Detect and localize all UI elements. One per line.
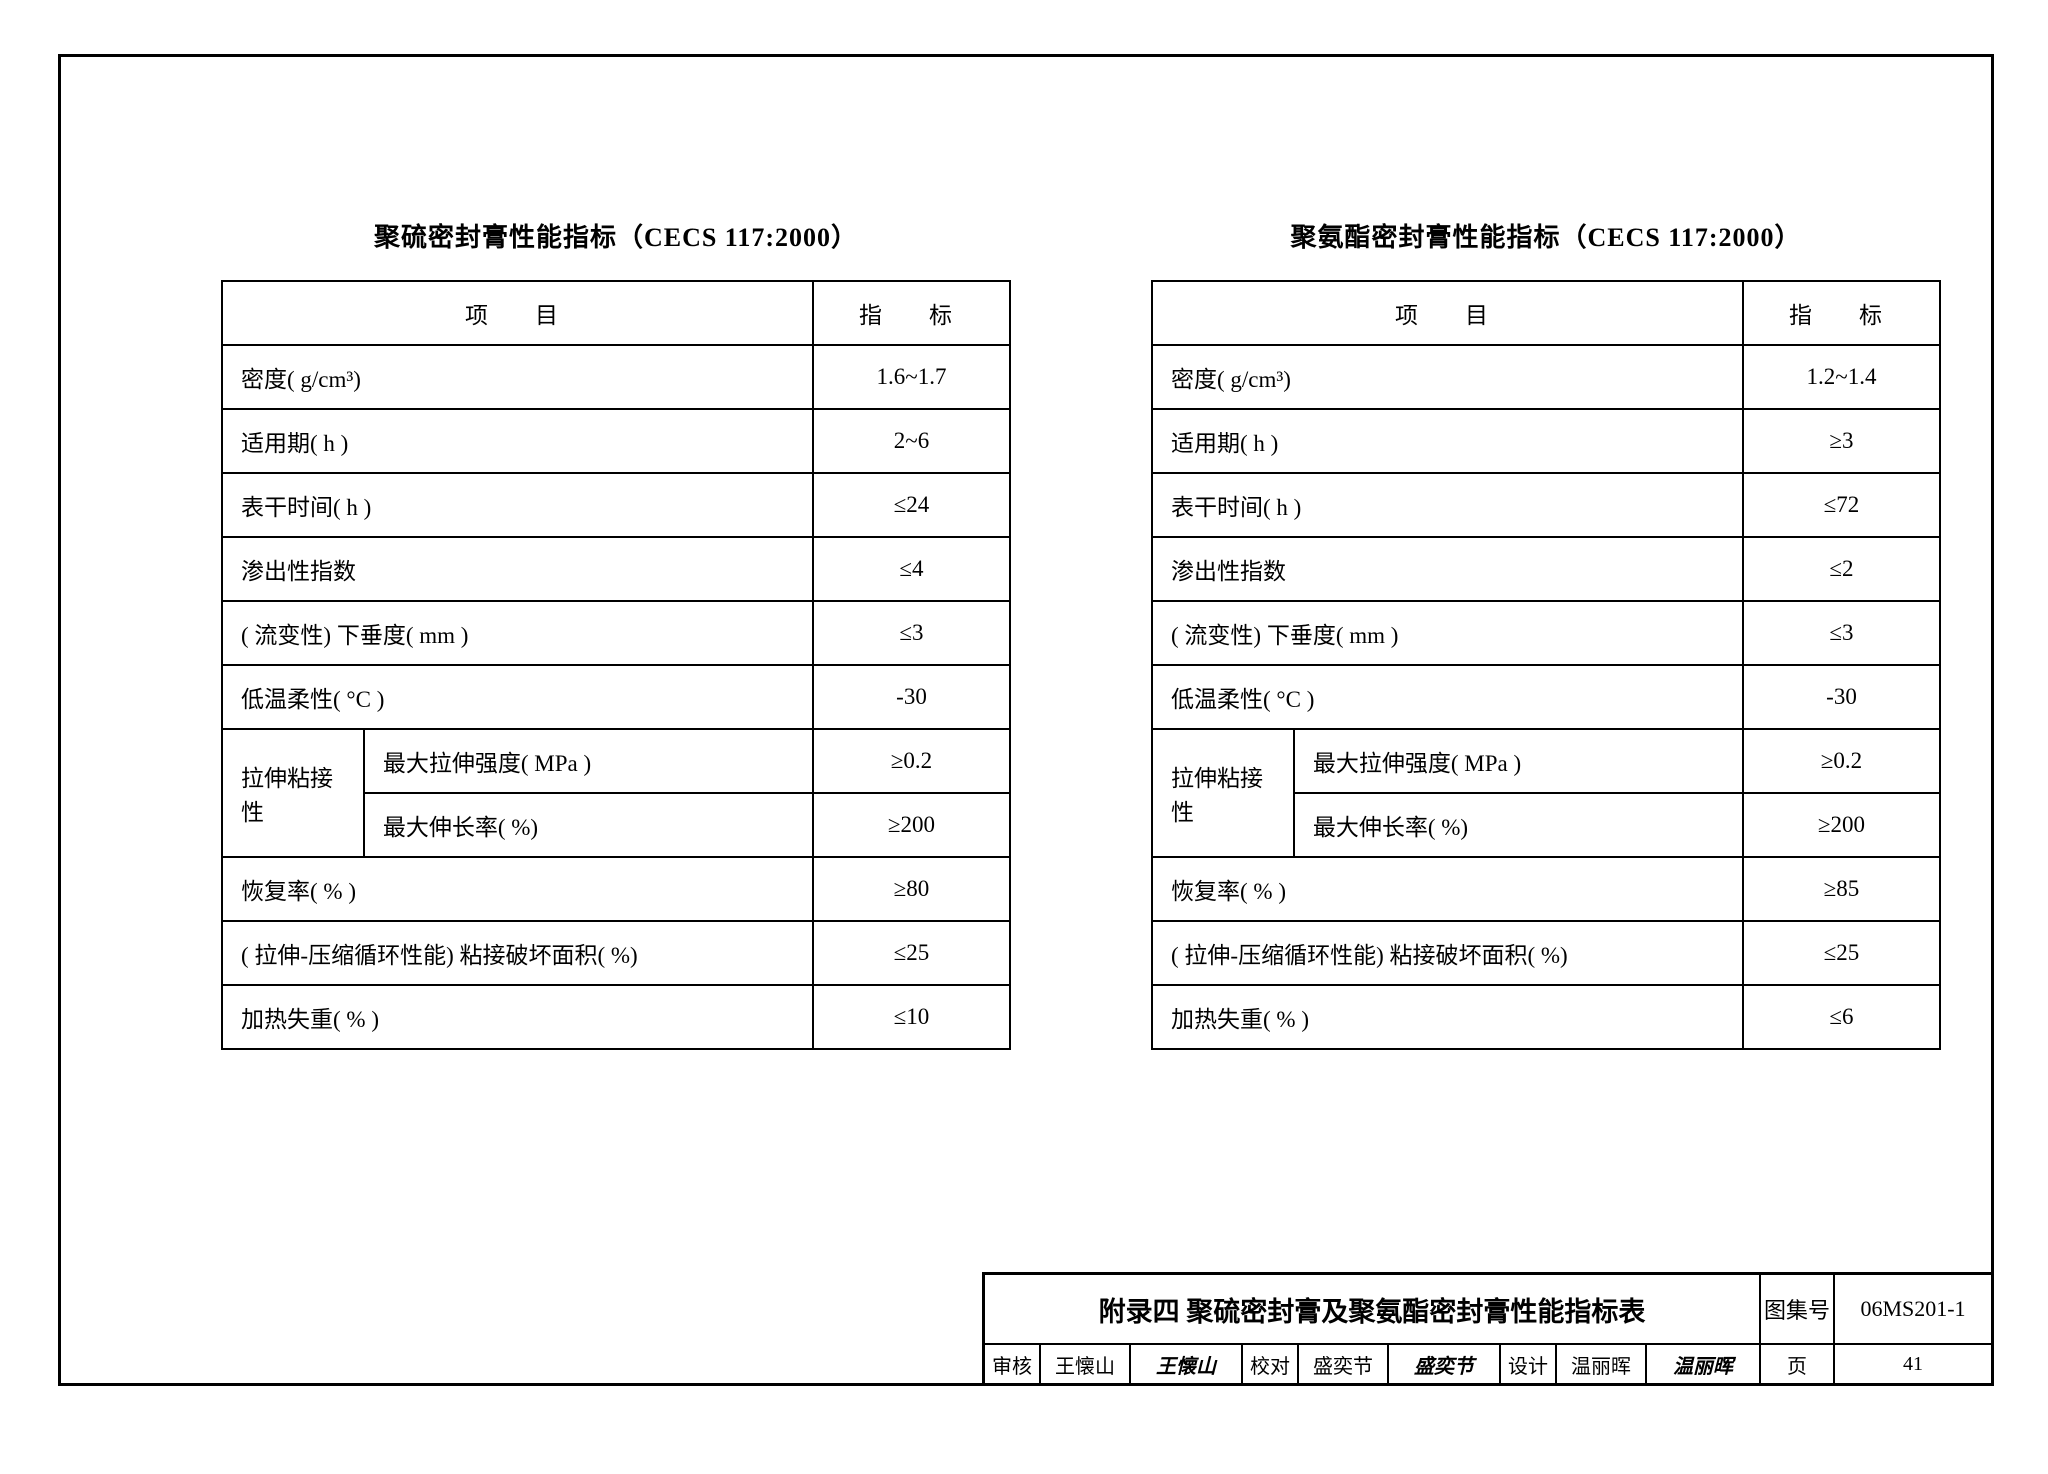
table-row: 恢复率( % )≥85 [1152, 857, 1940, 921]
table-row: 适用期( h )2~6 [222, 409, 1010, 473]
table-row: 表干时间( h )≤72 [1152, 473, 1940, 537]
left-table-title: 聚硫密封膏性能指标（CECS 117:2000） [221, 217, 1011, 254]
table-row: 适用期( h )≥3 [1152, 409, 1940, 473]
right-table-block: 聚氨酯密封膏性能指标（CECS 117:2000） 项 目 指 标 密度( g/… [1151, 217, 1941, 1050]
header-item: 项 目 [222, 281, 813, 345]
drawing-no: 06MS201-1 [1835, 1275, 1991, 1343]
table-row: 渗出性指数≤2 [1152, 537, 1940, 601]
table-row: 恢复率( % )≥80 [222, 857, 1010, 921]
header-item: 项 目 [1152, 281, 1743, 345]
check-label: 校对 [1243, 1345, 1299, 1383]
drawing-no-label: 图集号 [1761, 1275, 1835, 1343]
right-spec-table: 项 目 指 标 密度( g/cm³)1.2~1.4 适用期( h )≥3 表干时… [1151, 280, 1941, 1050]
header-value: 指 标 [813, 281, 1010, 345]
tables-area: 聚硫密封膏性能指标（CECS 117:2000） 项 目 指 标 密度( g/c… [221, 217, 1941, 1050]
review-name: 王懐山 [1041, 1345, 1131, 1383]
table-row: 表干时间( h )≤24 [222, 473, 1010, 537]
table-row: 拉伸粘接性 最大拉伸强度( MPa ) ≥0.2 [222, 729, 1010, 793]
tensile-label: 拉伸粘接性 [1152, 729, 1294, 857]
table-row: 密度( g/cm³)1.6~1.7 [222, 345, 1010, 409]
design-name: 温丽晖 [1557, 1345, 1647, 1383]
table-row: 渗出性指数≤4 [222, 537, 1010, 601]
check-signature: 盛奕节 [1389, 1345, 1501, 1383]
title-block-row2: 审核 王懐山 王懐山 校对 盛奕节 盛奕节 设计 温丽晖 温丽晖 页 41 [985, 1343, 1991, 1383]
sheet-title: 附录四 聚硫密封膏及聚氨酯密封膏性能指标表 [985, 1275, 1761, 1343]
tensile-label: 拉伸粘接性 [222, 729, 364, 857]
table-row: 低温柔性( °C )-30 [222, 665, 1010, 729]
table-row: 加热失重( % )≤6 [1152, 985, 1940, 1049]
design-label: 设计 [1501, 1345, 1557, 1383]
table-row: 拉伸粘接性 最大拉伸强度( MPa ) ≥0.2 [1152, 729, 1940, 793]
table-row: 低温柔性( °C )-30 [1152, 665, 1940, 729]
title-block: 附录四 聚硫密封膏及聚氨酯密封膏性能指标表 图集号 06MS201-1 审核 王… [982, 1272, 1991, 1383]
header-value: 指 标 [1743, 281, 1940, 345]
left-table-block: 聚硫密封膏性能指标（CECS 117:2000） 项 目 指 标 密度( g/c… [221, 217, 1011, 1050]
table-row: ( 流变性) 下垂度( mm )≤3 [1152, 601, 1940, 665]
design-signature: 温丽晖 [1647, 1345, 1761, 1383]
right-table-title: 聚氨酯密封膏性能指标（CECS 117:2000） [1151, 217, 1941, 254]
check-name: 盛奕节 [1299, 1345, 1389, 1383]
drawing-frame: 聚硫密封膏性能指标（CECS 117:2000） 项 目 指 标 密度( g/c… [58, 54, 1994, 1386]
table-row: 密度( g/cm³)1.2~1.4 [1152, 345, 1940, 409]
review-label: 审核 [985, 1345, 1041, 1383]
title-block-row1: 附录四 聚硫密封膏及聚氨酯密封膏性能指标表 图集号 06MS201-1 [985, 1275, 1991, 1343]
table-row: ( 拉伸-压缩循环性能) 粘接破坏面积( %)≤25 [1152, 921, 1940, 985]
page-no: 41 [1835, 1345, 1991, 1383]
table-row: ( 流变性) 下垂度( mm )≤3 [222, 601, 1010, 665]
left-spec-table: 项 目 指 标 密度( g/cm³)1.6~1.7 适用期( h )2~6 表干… [221, 280, 1011, 1050]
page-label: 页 [1761, 1345, 1835, 1383]
table-row: ( 拉伸-压缩循环性能) 粘接破坏面积( %)≤25 [222, 921, 1010, 985]
review-signature: 王懐山 [1131, 1345, 1243, 1383]
table-row: 加热失重( % )≤10 [222, 985, 1010, 1049]
